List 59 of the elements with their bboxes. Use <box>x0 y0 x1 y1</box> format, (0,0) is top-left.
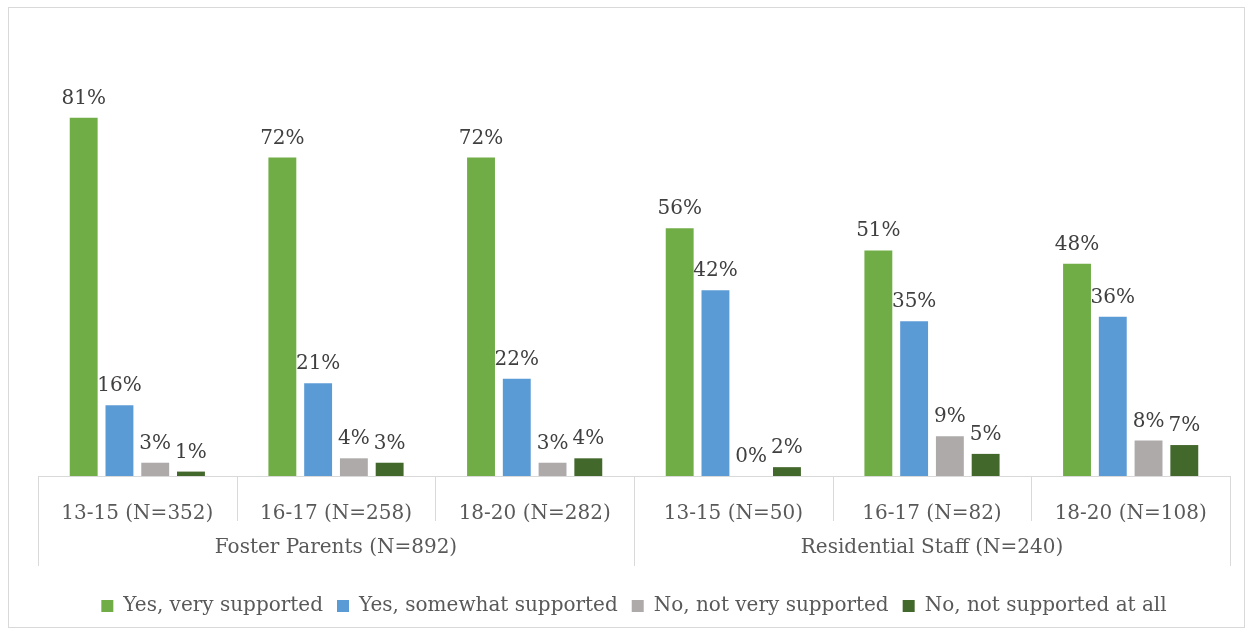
data-label: 21% <box>295 350 341 375</box>
data-label: 81% <box>61 84 106 109</box>
data-label: 72% <box>260 124 305 149</box>
data-label: 22% <box>494 345 540 370</box>
bar <box>935 436 964 476</box>
data-label: 51% <box>856 217 901 242</box>
bar <box>900 321 929 476</box>
bar <box>105 405 134 476</box>
x-tick-label: 13-15 (N=352) <box>61 500 214 525</box>
data-label: 7% <box>1168 412 1201 437</box>
text: Residential Staff (N=240) <box>800 534 1064 559</box>
bar <box>141 462 170 476</box>
bar <box>701 290 730 476</box>
bar <box>665 228 694 476</box>
data-label: 4% <box>572 425 605 450</box>
data-label: 1% <box>175 438 207 463</box>
bar <box>304 383 333 476</box>
data-label: 36% <box>1090 283 1136 308</box>
bar <box>1098 316 1127 476</box>
bar <box>971 453 1000 476</box>
x-tick-label: 16-17 (N=82) <box>862 500 1002 525</box>
data-label: 72% <box>458 124 504 149</box>
data-label: 4% <box>338 425 370 450</box>
legend-label: Yes, somewhat supported <box>357 592 618 617</box>
bar <box>502 378 531 476</box>
legend-label: No, not supported at all <box>924 592 1167 617</box>
bar <box>69 117 98 476</box>
data-label: 42% <box>693 257 738 282</box>
legend-label: Yes, very supported <box>122 592 324 617</box>
x-tick-label: 13-15 (N=50) <box>663 500 803 525</box>
data-label: 3% <box>536 429 569 454</box>
legend-label: No, not very supported <box>653 592 889 617</box>
bar <box>574 458 603 476</box>
data-label: 16% <box>97 372 142 397</box>
data-label: 2% <box>771 434 803 459</box>
bar <box>375 462 404 476</box>
data-label: 48% <box>1054 230 1100 255</box>
bar <box>864 250 893 476</box>
data-label: 0% <box>735 443 768 467</box>
bar <box>1134 440 1163 476</box>
bar <box>1170 445 1199 476</box>
data-label: 35% <box>891 288 937 313</box>
data-label: 56% <box>657 195 702 220</box>
x-tick-label: 18-20 (N=282) <box>458 500 611 525</box>
x-tick-label: 16-17 (N=258) <box>259 500 413 525</box>
bar <box>177 471 205 476</box>
data-label: 3% <box>373 429 406 454</box>
data-label: 3% <box>139 429 172 454</box>
bar <box>538 462 567 476</box>
bar <box>773 467 801 476</box>
text: Foster Parents (N=892) <box>214 534 458 559</box>
x-tick-label: 18-20 (N=108) <box>1054 500 1207 525</box>
bar <box>467 157 495 476</box>
bar <box>339 458 368 476</box>
data-label: 5% <box>969 420 1002 445</box>
bar <box>1063 263 1091 476</box>
data-label: 8% <box>1132 407 1165 432</box>
bar <box>268 157 297 476</box>
data-label: 9% <box>934 403 966 428</box>
